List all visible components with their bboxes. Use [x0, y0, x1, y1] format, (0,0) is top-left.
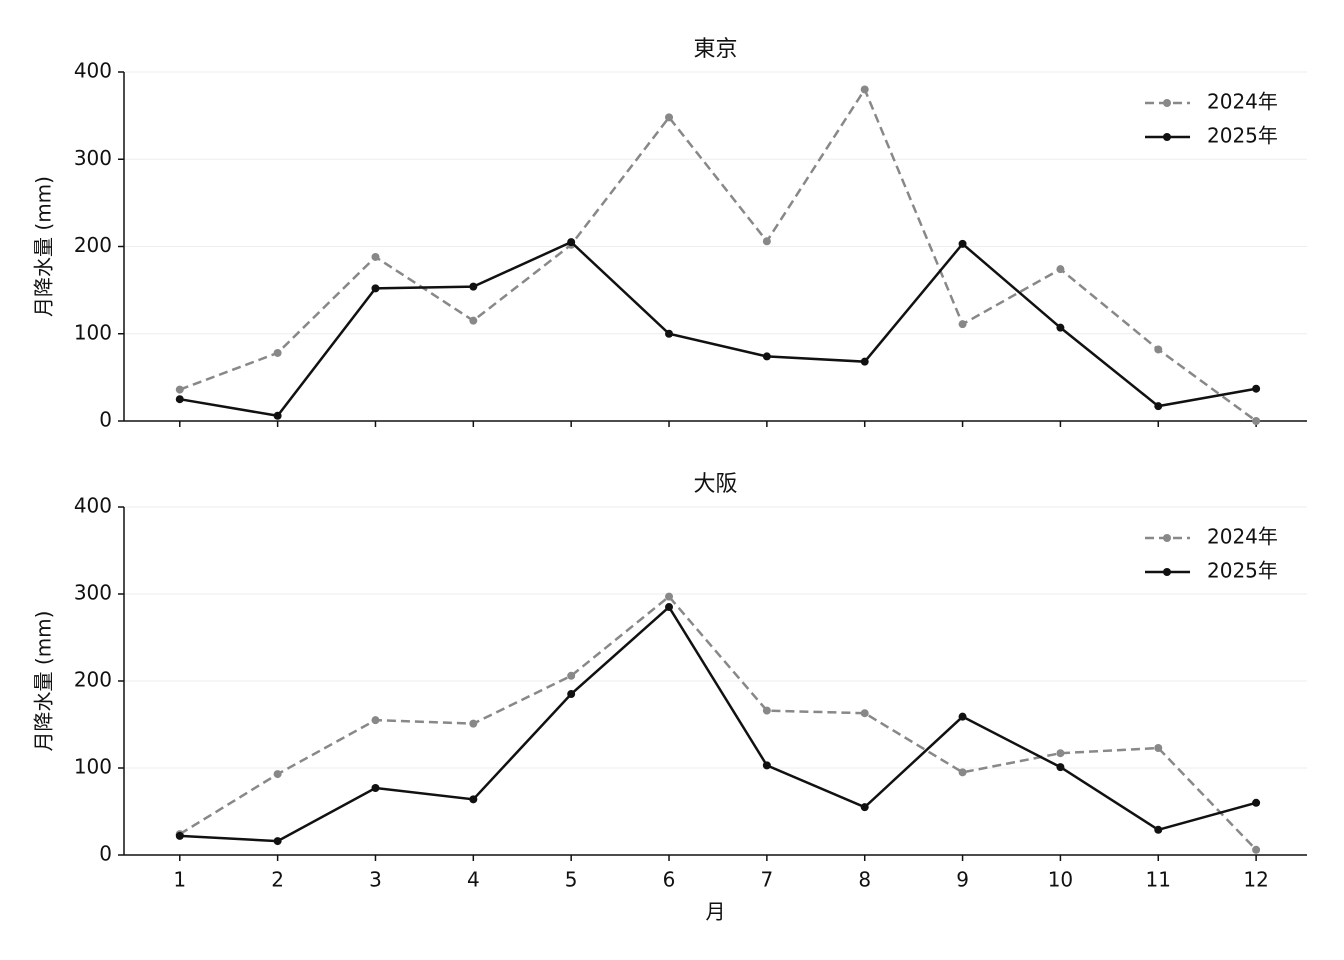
y-axis-label: 月降水量 (mm) — [32, 176, 56, 317]
data-point — [1154, 402, 1163, 411]
data-point — [762, 352, 771, 361]
legend-label: 2025年 — [1207, 559, 1278, 583]
x-tick-label: 1 — [173, 868, 186, 892]
chart-title: 東京 — [693, 37, 737, 62]
series-line — [179, 605, 1257, 843]
series-line — [179, 594, 1258, 851]
data-point — [175, 395, 184, 404]
data-point — [1056, 749, 1065, 758]
data-point — [860, 803, 869, 812]
data-point — [175, 831, 184, 840]
y-tick-label: 200 — [74, 233, 112, 257]
data-point — [567, 238, 576, 247]
x-tick-label: 5 — [565, 868, 578, 892]
y-tick-label: 400 — [74, 494, 112, 518]
x-tick-label: 7 — [761, 868, 774, 892]
data-point — [860, 85, 869, 94]
y-tick-label: 300 — [74, 146, 112, 170]
data-point — [762, 761, 771, 770]
data-point — [371, 784, 380, 793]
data-point — [665, 329, 674, 338]
data-point — [273, 348, 282, 357]
data-point — [762, 706, 771, 715]
data-point — [665, 113, 674, 122]
y-tick-label: 400 — [74, 59, 112, 83]
y-tick-label: 100 — [74, 320, 112, 344]
y-tick-label: 100 — [74, 755, 112, 779]
legend-marker — [1163, 568, 1171, 576]
series-line — [179, 240, 1257, 418]
data-point — [1154, 345, 1163, 354]
x-tick-label: 3 — [369, 868, 382, 892]
data-point — [371, 716, 380, 725]
legend-marker — [1163, 534, 1171, 542]
data-point — [1154, 825, 1163, 834]
x-tick-label: 11 — [1146, 868, 1171, 892]
data-point — [469, 316, 478, 325]
legend-label: 2024年 — [1207, 525, 1278, 549]
data-point — [958, 320, 967, 329]
series-line — [179, 86, 1257, 423]
y-tick-label: 200 — [74, 668, 112, 692]
x-tick-label: 12 — [1243, 868, 1268, 892]
data-point — [273, 837, 282, 846]
data-point — [1056, 323, 1065, 332]
x-tick-label: 2 — [271, 868, 284, 892]
data-point — [469, 795, 478, 804]
data-point — [860, 709, 869, 718]
y-axis-label: 月降水量 (mm) — [32, 611, 56, 752]
legend-marker — [1163, 99, 1171, 107]
legend-marker — [1163, 133, 1171, 141]
y-tick-label: 0 — [99, 842, 112, 866]
y-tick-label: 300 — [74, 581, 112, 605]
data-point — [1056, 763, 1065, 772]
data-point — [371, 252, 380, 261]
legend-label: 2025年 — [1207, 124, 1278, 148]
data-point — [567, 671, 576, 680]
data-point — [175, 385, 184, 394]
data-point — [469, 719, 478, 728]
data-point — [1252, 845, 1261, 854]
data-point — [1154, 743, 1163, 752]
x-tick-label: 10 — [1048, 868, 1073, 892]
data-point — [958, 768, 967, 777]
legend-label: 2024年 — [1207, 90, 1278, 114]
data-point — [860, 357, 869, 366]
chart-title: 大阪 — [693, 472, 737, 497]
y-tick-label: 0 — [99, 408, 112, 432]
x-tick-label: 8 — [858, 868, 871, 892]
data-point — [469, 282, 478, 291]
data-point — [371, 284, 380, 293]
data-point — [665, 592, 674, 601]
x-tick-label: 6 — [663, 868, 676, 892]
data-point — [1252, 384, 1261, 393]
data-point — [958, 239, 967, 248]
data-point — [1056, 265, 1065, 274]
data-point — [1252, 417, 1261, 425]
data-point — [567, 690, 576, 699]
data-point — [762, 237, 771, 246]
data-point — [273, 770, 282, 779]
data-point — [1252, 798, 1261, 807]
data-point — [958, 712, 967, 721]
data-point — [665, 603, 674, 612]
x-tick-label: 4 — [467, 868, 480, 892]
data-point — [273, 411, 282, 420]
x-axis-label: 月 — [706, 900, 726, 924]
x-tick-label: 9 — [956, 868, 969, 892]
